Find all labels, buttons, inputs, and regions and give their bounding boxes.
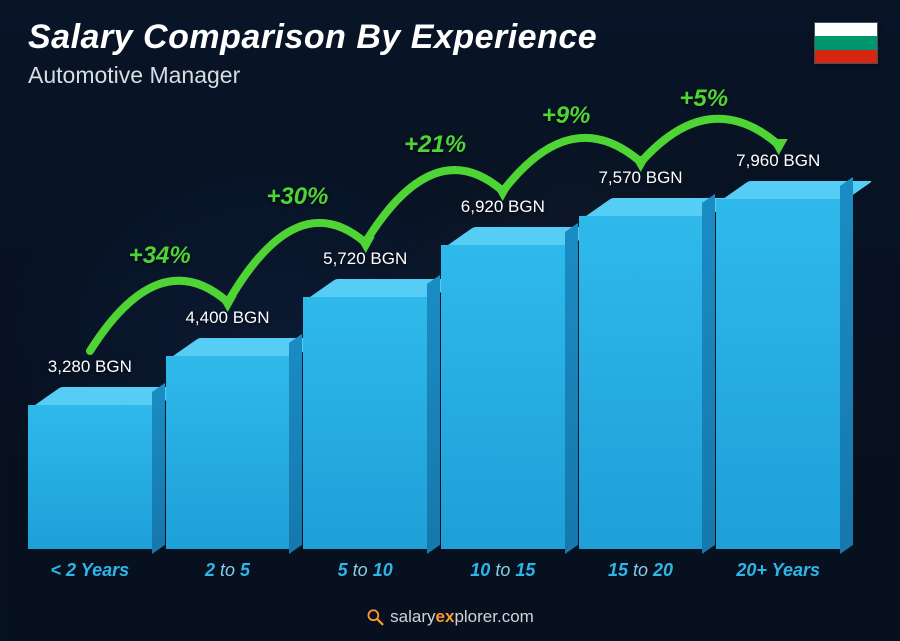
bar-side-face [840,177,853,554]
bars-container: 3,280 BGN 4,400 BGN 5,720 BGN 6,920 BGN 7,57… [28,101,840,549]
bar [716,181,840,549]
bar-value-label: 4,400 BGN [185,308,269,328]
x-axis-label: < 2 Years [28,560,152,581]
bar-front-face [716,199,840,549]
x-axis-label: 5 to 10 [303,560,427,581]
chart-subtitle: Automotive Manager [28,62,240,89]
bar-column: 4,400 BGN [166,308,290,549]
x-axis-label: 15 to 20 [579,560,703,581]
footer-text: salaryexplorer.com [390,607,534,627]
bar-front-face [303,297,427,549]
x-axis-label: 20+ Years [716,560,840,581]
bar-value-label: 7,960 BGN [736,151,820,171]
bar-chart: 3,280 BGN 4,400 BGN 5,720 BGN 6,920 BGN 7,57… [28,101,840,581]
bar-front-face [166,356,290,549]
bar-column: 5,720 BGN [303,249,427,549]
x-axis-label: 2 to 5 [166,560,290,581]
content-layer: Salary Comparison By Experience Automoti… [0,0,900,641]
bar [303,279,427,549]
bar-side-face [702,194,715,554]
footer-brand: salaryexplorer.com [366,607,534,627]
bar-value-label: 7,570 BGN [598,168,682,188]
bar [28,387,152,549]
bar-column: 3,280 BGN [28,357,152,549]
bar-front-face [441,245,565,549]
bar-value-label: 5,720 BGN [323,249,407,269]
bar-value-label: 3,280 BGN [48,357,132,377]
bar-front-face [579,216,703,549]
footer-text-tail: plorer.com [454,607,533,626]
country-flag [814,22,878,64]
x-axis-label: 10 to 15 [441,560,565,581]
percent-increase-label: +5% [679,85,728,113]
percent-increase-label: +21% [404,131,466,159]
bar-side-face [427,275,440,554]
bar-column: 7,570 BGN [579,168,703,549]
bar-side-face [565,223,578,554]
chart-title: Salary Comparison By Experience [28,18,597,57]
flag-stripe-3 [815,50,877,63]
bar-column: 7,960 BGN [716,151,840,549]
bar-column: 6,920 BGN [441,197,565,549]
bar [579,198,703,549]
percent-increase-label: +9% [542,102,591,130]
percent-increase-label: +30% [266,183,328,211]
footer-text-highlight: ex [436,607,455,626]
footer-text-main: salary [390,607,435,626]
bar [441,227,565,549]
bar [166,338,290,549]
bar-front-face [28,405,152,549]
bar-value-label: 6,920 BGN [461,197,545,217]
x-axis-labels: < 2 Years 2 to 5 5 to 10 10 to 15 15 to 20 20… [28,560,840,581]
search-icon [366,608,384,626]
bar-side-face [152,383,165,554]
flag-stripe-2 [815,36,877,49]
bar-side-face [289,334,302,554]
percent-increase-label: +34% [129,242,191,270]
flag-stripe-1 [815,23,877,36]
